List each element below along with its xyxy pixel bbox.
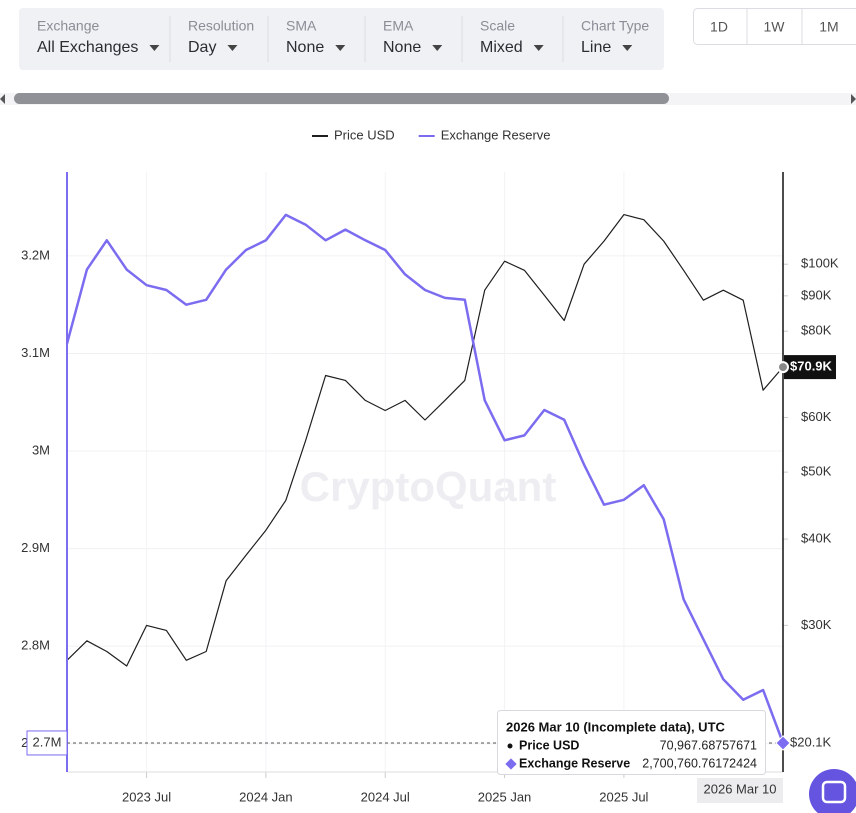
- selector-value: All Exchanges: [37, 39, 138, 56]
- y2-tick-label: $40K: [801, 531, 832, 546]
- y-tick-label: 3M: [32, 442, 50, 457]
- selector-value: None: [286, 39, 324, 56]
- tooltip-name: Price USD: [519, 738, 579, 752]
- selector-label: EMA: [383, 18, 414, 34]
- reserve-dot: [775, 735, 791, 751]
- selector-value: None: [383, 39, 421, 56]
- range-button[interactable]: 1D: [710, 19, 728, 35]
- selector[interactable]: Resolution Day: [188, 16, 269, 62]
- tooltip-icon: [505, 758, 517, 770]
- toolbar: [19, 8, 664, 70]
- series-line: [66, 214, 784, 667]
- chat-icon: [821, 780, 847, 804]
- chat-button[interactable]: [809, 769, 856, 813]
- selector-value: Line: [581, 39, 611, 56]
- price-dot: [777, 361, 789, 374]
- x-tick-label: 2024 Jul: [361, 789, 410, 804]
- y-tick-label: 2.8M: [21, 638, 50, 653]
- scroll-left[interactable]: [0, 94, 5, 104]
- x-tick-label: 2025 Jan: [478, 789, 532, 804]
- scroll-right[interactable]: [851, 94, 856, 104]
- caret: [149, 45, 160, 51]
- x-crosshair-box: [697, 778, 783, 803]
- selector[interactable]: EMA None: [383, 16, 463, 62]
- range-button[interactable]: 1W: [764, 19, 786, 35]
- tooltip-value: 2,700,760.76172424: [642, 756, 757, 770]
- caret: [622, 45, 633, 51]
- y-tick-label: 3.2M: [21, 247, 50, 262]
- tooltip-name: Exchange Reserve: [519, 756, 630, 770]
- selector[interactable]: Scale Mixed: [480, 16, 564, 62]
- selector-label: SMA: [286, 18, 317, 34]
- x-tick-label: 2024 Jan: [239, 789, 293, 804]
- tooltip-box: [497, 710, 766, 775]
- watermark: CryptoQuant: [300, 463, 557, 510]
- selector-label: Scale: [480, 18, 515, 34]
- selector-value: Mixed: [480, 39, 523, 56]
- y-tick-label: 3.1M: [21, 345, 50, 360]
- tooltip-value: 70,967.68757671: [660, 738, 757, 752]
- selector-label: Exchange: [37, 18, 99, 34]
- caret: [533, 45, 544, 51]
- plot: CryptoQuant 2.7M 2.8M 2.9M 3M 3.1M 3.2M $30K $40…: [21, 127, 839, 804]
- scroll-thumb[interactable]: [14, 93, 669, 104]
- caret: [335, 45, 346, 51]
- y2-crosshair-label: $20.1K: [790, 734, 832, 749]
- ranges: 1D 1W 1M: [710, 9, 839, 44]
- caret: [227, 45, 238, 51]
- y-tick-label: 2.9M: [21, 540, 50, 555]
- selector-label: Chart Type: [581, 18, 649, 34]
- selector-value: Day: [188, 39, 216, 56]
- x-tick-label: 2025 Jul: [599, 789, 648, 804]
- y2-tick-label: $50K: [801, 464, 832, 479]
- x-crosshair-label: 2026 Mar 10: [704, 781, 777, 796]
- y2-tick-label: $100K: [801, 256, 839, 271]
- selector-label: Resolution: [188, 18, 254, 34]
- selector[interactable]: Exchange All Exchanges: [37, 16, 171, 62]
- y2-tick-label: $80K: [801, 323, 832, 338]
- tooltip-title: 2026 Mar 10 (Incomplete data), UTC: [506, 719, 726, 734]
- selector[interactable]: SMA None: [286, 16, 366, 62]
- tooltip-icon: [507, 743, 513, 749]
- selectors: Exchange All Exchanges Resolution Day SMA Non…: [37, 16, 649, 62]
- price-label-box: [784, 355, 836, 380]
- x-tick-label: 2023 Jul: [122, 789, 171, 804]
- series-line: [65, 213, 785, 744]
- legend-label[interactable]: Exchange Reserve: [441, 127, 551, 142]
- y2-tick-label: $90K: [801, 287, 832, 302]
- selector[interactable]: Chart Type Line: [581, 18, 649, 57]
- range-button[interactable]: 1M: [819, 19, 838, 35]
- price-label: $70.9K: [790, 359, 833, 374]
- y2-tick-label: $60K: [801, 409, 832, 424]
- caret: [432, 45, 443, 51]
- y-crosshair-label: 2.7M: [33, 734, 62, 749]
- y-crosshair-box: [26, 730, 68, 756]
- y2-tick-label: $30K: [801, 617, 832, 632]
- legend-label[interactable]: Price USD: [334, 127, 395, 142]
- y2-crosshair-box: [784, 730, 836, 755]
- tooltip: 2026 Mar 10 (Incomplete data), UTC Price …: [497, 710, 766, 775]
- range-group: [693, 8, 856, 45]
